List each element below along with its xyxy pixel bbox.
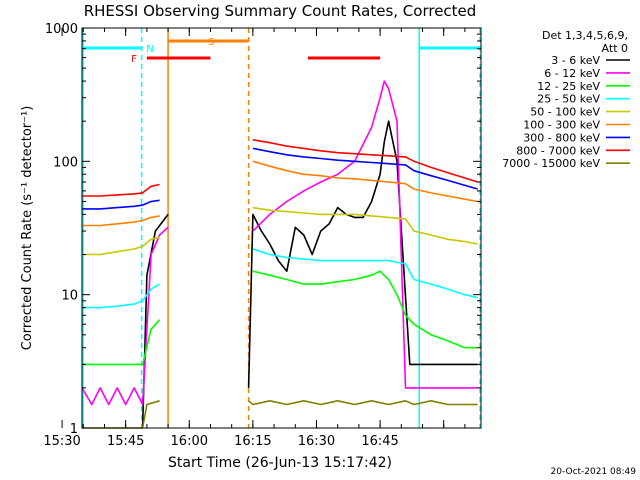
flag-n: N: [146, 44, 153, 55]
x-tick-label: 15:45: [107, 434, 144, 449]
plot-background: [82, 28, 481, 428]
x-tick-label: 16:30: [298, 434, 335, 449]
axes: 15:30 15:45 16:00 16:15 16:30 16:45 1 10 100 1000: [43, 22, 482, 449]
plot-area: [82, 28, 481, 428]
timestamp: 20-Oct-2021 08:49: [551, 467, 637, 477]
legend-label: 25 - 50 keV: [537, 93, 600, 106]
x-tick-label: 16:45: [361, 434, 398, 449]
observing-intervals: [82, 28, 481, 428]
legend-label: 7000 - 15000 keV: [502, 157, 600, 170]
series-line-5: [82, 160, 478, 227]
flag-f: F: [131, 54, 137, 65]
legend-label: 800 - 7000 keV: [516, 144, 600, 157]
legend-label: 300 - 800 keV: [523, 131, 600, 144]
series-line-7: [82, 139, 478, 197]
legend-label: 6 - 12 keV: [544, 67, 600, 80]
chart-title: RHESSI Observing Summary Count Rates, Co…: [84, 2, 477, 20]
x-axis-label: Start Time (26-Jun-13 15:17:42): [168, 455, 392, 471]
y-tick-label: 100: [53, 155, 78, 170]
series-line-4: [82, 206, 478, 256]
x-tick-label: 16:15: [234, 434, 271, 449]
flag-labels: NF S: [131, 37, 214, 65]
plot-frame: [81, 27, 482, 429]
series-line-6: [82, 147, 478, 210]
series-line-2: [82, 270, 478, 366]
series-line-3: [82, 248, 478, 309]
legend-label: 50 - 100 keV: [530, 106, 600, 119]
legend-label: 3 - 6 keV: [551, 54, 600, 67]
x-tick-label: 16:00: [171, 434, 208, 449]
y-tick-label: 1: [70, 422, 78, 437]
legend-header: Det 1,3,4,5,6,9,: [542, 29, 628, 42]
y-tick-label: 1000: [45, 22, 78, 37]
series-line-1: [81, 80, 478, 406]
legend-header: Att 0: [602, 42, 628, 55]
y-axis-label: Corrected Count Rate (s⁻¹ detector⁻¹): [20, 106, 35, 351]
y-tick-label: 10: [61, 289, 78, 304]
legend-label: 100 - 300 keV: [523, 119, 600, 132]
legend-label: 12 - 25 keV: [537, 80, 600, 93]
flag-s: S: [208, 37, 214, 48]
x-tick-label: 15:30: [43, 434, 80, 449]
